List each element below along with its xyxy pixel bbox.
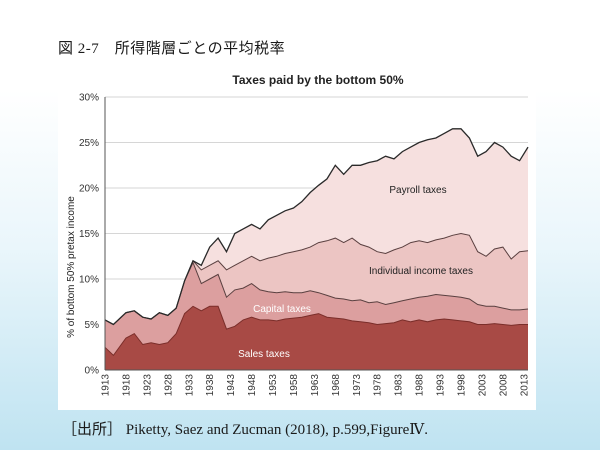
x-tick-label: 1923 [142, 374, 153, 397]
series-label-individual-income: Individual income taxes [369, 266, 473, 277]
x-tick-label: 1973 [352, 374, 363, 397]
x-tick-labels: 1913 1918 1923 1928 1933 1938 1943 1948 1953 1958… [101, 374, 531, 397]
x-tick-label: 2003 [477, 374, 488, 397]
y-tick-label: 15% [79, 229, 99, 240]
stacked-area-chart: Taxes paid by the bottom 50% % of bottom… [66, 73, 531, 397]
outline-sales-taxes [104, 305, 528, 357]
series-outlines [104, 97, 529, 371]
x-tick-label: 1958 [289, 374, 300, 397]
area-sales-taxes [105, 306, 528, 370]
x-tick-label: 1938 [205, 374, 216, 397]
y-tick-label: 10% [79, 275, 99, 286]
x-tick-label: 1943 [226, 374, 237, 397]
y-tick-label: 0% [85, 366, 100, 377]
x-tick-label: 1953 [268, 374, 279, 397]
area-individual-income-taxes [105, 233, 528, 325]
y-tick-label: 30% [79, 93, 99, 104]
x-tick-label: 1968 [331, 374, 342, 397]
x-tick-label: 2013 [519, 374, 530, 397]
outline-payroll-taxes [104, 128, 529, 326]
x-tick-label: 1918 [121, 374, 132, 397]
x-tick-label: 1983 [394, 374, 405, 397]
x-tick-label: 1993 [436, 374, 447, 397]
x-tick-label: 1948 [247, 374, 258, 397]
y-tick-label: 5% [85, 320, 100, 331]
series-label-capital: Capital taxes [253, 304, 311, 315]
chart-title: Taxes paid by the bottom 50% [232, 73, 403, 87]
source-citation: ［出所］ Piketty, Saez and Zucman (2018), p.… [62, 422, 429, 438]
x-tick-label: 1913 [101, 374, 112, 397]
series-label-payroll: Payroll taxes [389, 185, 446, 196]
figure-title: 図 2-7 所得階層ごとの平均税率 [58, 41, 286, 57]
y-tick-label: 20% [79, 184, 99, 195]
x-tick-label: 1928 [163, 374, 174, 397]
x-tick-label: 2008 [498, 374, 509, 397]
y-tick-label: 25% [79, 138, 99, 149]
x-tick-label: 1998 [456, 374, 467, 397]
x-tick-label: 1988 [415, 374, 426, 397]
chart-panel: Taxes paid by the bottom 50% % of bottom… [58, 67, 536, 410]
x-tick-label: 1963 [310, 374, 321, 397]
y-tick-labels: 0% 5% 10% 15% 20% 25% 30% [79, 93, 99, 377]
y-axis-label: % of bottom 50% pretax income [66, 196, 77, 338]
x-tick-label: 1978 [373, 374, 384, 397]
area-payroll-taxes [105, 128, 528, 325]
area-capital-taxes [105, 262, 528, 356]
series-areas [105, 128, 528, 370]
series-label-sales: Sales taxes [238, 349, 290, 360]
x-tick-label: 1933 [184, 374, 195, 397]
